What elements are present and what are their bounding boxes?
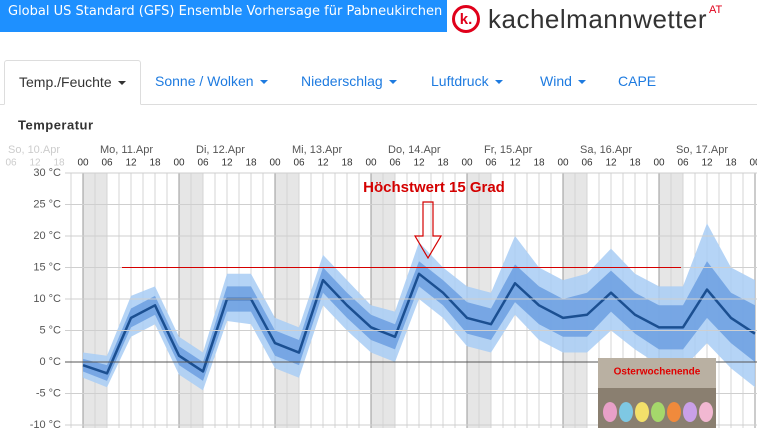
- x-tick-label: 00: [77, 158, 89, 169]
- x-tick-label: 06: [293, 158, 305, 169]
- x-tick-label: 06: [485, 158, 497, 169]
- egg: [699, 402, 713, 422]
- annotation-text: Höchstwert 15 Grad: [363, 179, 505, 196]
- x-tick-label: 00: [461, 158, 473, 169]
- annotation-arrow: [413, 201, 443, 260]
- day-label: So, 17.Apr: [676, 144, 728, 156]
- image-bg-top: [598, 358, 716, 388]
- band-area: [83, 261, 755, 381]
- x-tick-label: 18: [725, 158, 737, 169]
- x-tick-label: 18: [629, 158, 641, 169]
- logo[interactable]: k. kachelmannwetter AT: [452, 2, 722, 36]
- day-label: Mo, 11.Apr: [100, 144, 153, 156]
- y-tick-label: 10 °C: [33, 293, 61, 305]
- x-tick-label: 18: [437, 158, 449, 169]
- x-tick-label: 00: [749, 158, 757, 169]
- x-tick-label: 06: [389, 158, 401, 169]
- y-tick-label: 5 °C: [39, 324, 61, 336]
- tab[interactable]: Wind: [540, 60, 586, 103]
- logo-text: kachelmannwetter: [488, 3, 707, 34]
- x-tick-label: 12: [221, 158, 233, 169]
- logo-suffix: AT: [709, 4, 723, 16]
- day-label: Di, 12.Apr: [196, 144, 245, 156]
- day-label: Mi, 13.Apr: [292, 144, 342, 156]
- tab-bar: Temp./Feuchte Sonne / Wolken Niederschla…: [0, 60, 757, 105]
- x-tick-label: 12: [413, 158, 425, 169]
- tab[interactable]: Luftdruck: [431, 60, 503, 103]
- x-tick-label: 06: [677, 158, 689, 169]
- x-tick-label: 12: [317, 158, 329, 169]
- egg: [667, 402, 681, 422]
- easter-image: Osterwochenende: [598, 358, 716, 428]
- chart-title: Temperatur: [18, 117, 94, 132]
- egg: [651, 402, 665, 422]
- median-line: [82, 272, 756, 375]
- egg: [603, 402, 617, 422]
- tab[interactable]: Sonne / Wolken: [155, 60, 268, 103]
- x-tick-label: 12: [125, 158, 137, 169]
- y-tick-label: -10 °C: [30, 419, 61, 428]
- egg: [619, 402, 633, 422]
- x-tick-label: 06: [581, 158, 593, 169]
- x-tick-label: 18: [245, 158, 257, 169]
- image-caption: Osterwochenende: [614, 367, 701, 378]
- x-tick-label: 06: [197, 158, 209, 169]
- x-tick-label: 12: [29, 158, 41, 169]
- tab[interactable]: Niederschlag: [301, 60, 397, 103]
- band-area: [83, 223, 755, 391]
- tab[interactable]: Temp./Feuchte: [4, 60, 141, 105]
- y-tick-label: 20 °C: [33, 230, 61, 242]
- x-tick-label: 12: [509, 158, 521, 169]
- y-tick-label: 25 °C: [33, 198, 61, 210]
- day-label: So, 10.Apr: [8, 144, 60, 156]
- x-tick-label: 00: [557, 158, 569, 169]
- logo-mark: k.: [452, 5, 480, 33]
- y-tick-label: -5 °C: [36, 387, 61, 399]
- y-tick-label: 0 °C: [39, 356, 61, 368]
- x-tick-label: 06: [101, 158, 113, 169]
- y-tick-label: 15 °C: [33, 261, 61, 273]
- x-tick-label: 06: [5, 158, 17, 169]
- x-tick-label: 18: [53, 158, 65, 169]
- tab[interactable]: CAPE: [618, 73, 657, 89]
- day-label: Sa, 16.Apr: [580, 144, 632, 156]
- x-tick-label: 12: [605, 158, 617, 169]
- day-label: Do, 14.Apr: [388, 144, 441, 156]
- day-label: Fr, 15.Apr: [484, 144, 533, 156]
- x-tick-label: 00: [365, 158, 377, 169]
- x-tick-label: 18: [341, 158, 353, 169]
- header-title: Global US Standard (GFS) Ensemble Vorher…: [0, 0, 447, 32]
- x-tick-label: 00: [173, 158, 185, 169]
- x-tick-label: 00: [269, 158, 281, 169]
- x-tick-label: 18: [149, 158, 161, 169]
- egg: [635, 402, 649, 422]
- egg: [683, 402, 697, 422]
- x-tick-label: 18: [533, 158, 545, 169]
- y-tick-label: 30 °C: [33, 167, 61, 179]
- x-tick-label: 00: [653, 158, 665, 169]
- x-tick-label: 12: [701, 158, 713, 169]
